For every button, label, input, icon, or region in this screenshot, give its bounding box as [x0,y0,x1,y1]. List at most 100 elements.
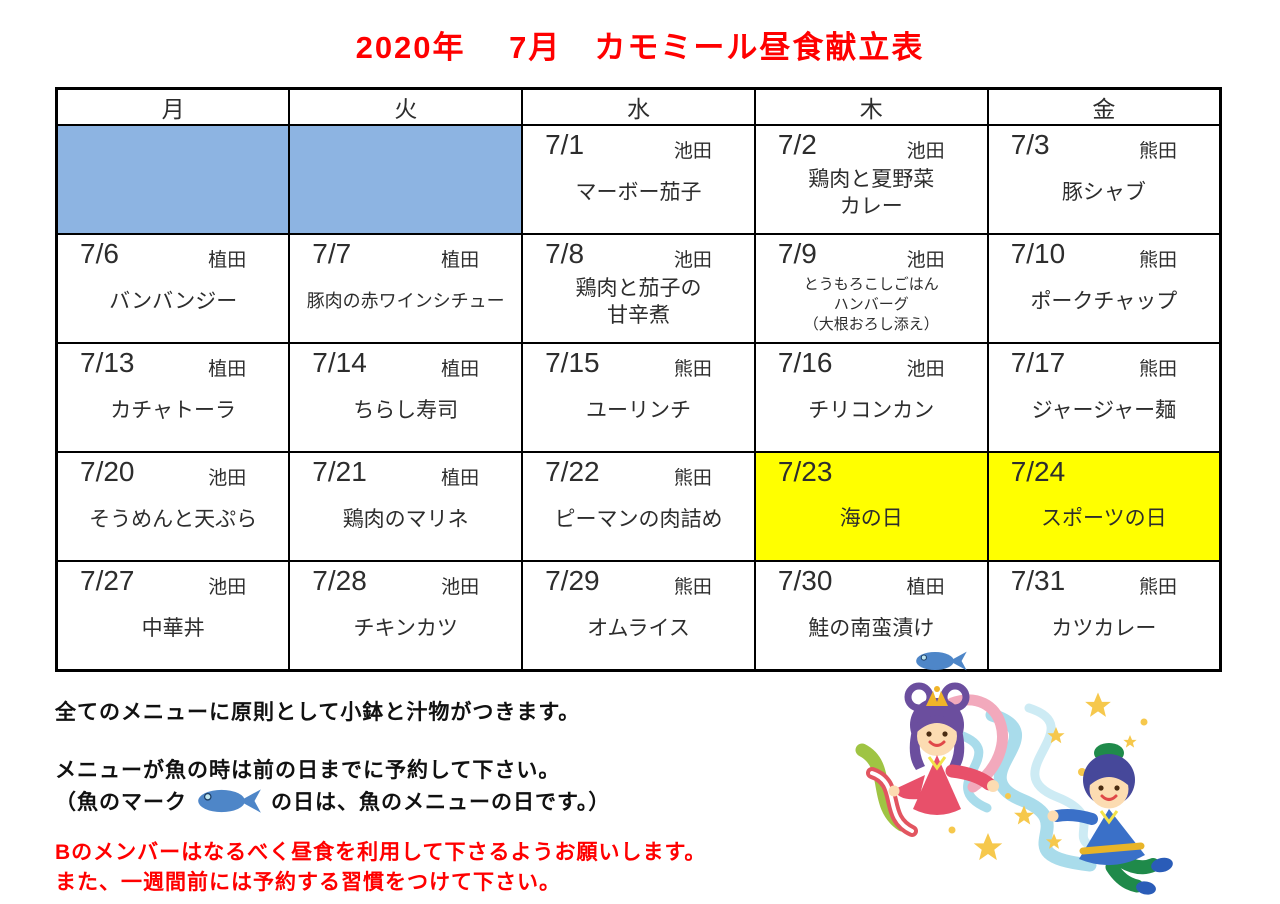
day-cell-7-3: 7/3 熊田 豚シャブ [986,124,1222,235]
staff-label: 池田 [208,468,247,489]
menu-label: 豚シャブ [1061,181,1146,205]
calendar-week-row: 7/27 池田 中華丼 7/28 池田 チキンカツ 7/29 熊田 オムライス 7/3… [55,560,1222,672]
staff-label: 池田 [906,141,945,162]
day-cell-7-28: 7/28 池田 チキンカツ [288,560,524,672]
menu-label: 豚肉の赤ワインシチュー [306,291,505,312]
date-label: 7/2 [777,129,817,160]
calendar-week-row: 7/13 植田 カチャトーラ 7/14 植田 ちらし寿司 7/15 熊田 ユーリンチ … [55,342,1222,453]
day-cell-7-14: 7/14 植田 ちらし寿司 [288,342,524,453]
page-title: 2020年 7月 カモミール昼食献立表 [355,30,925,65]
staff-label: 熊田 [673,577,712,598]
tanabata-illustration [855,682,1173,895]
staff-label: 池田 [441,577,480,598]
date-label: 7/15 [545,347,600,378]
holiday-cell-7-24: 7/24 スポーツの日 [986,451,1222,562]
menu-label: バンバンジー [109,290,238,314]
day-cell-7-27: 7/27 池田 中華丼 [55,560,291,672]
hikoboshi-character [1047,743,1173,895]
menu-label: ポークチャップ [1030,290,1178,314]
calendar-week-row: 7/6 植田 バンバンジー 7/7 植田 豚肉の赤ワインシチュー 7/8 池田 鶏肉と… [55,233,1222,344]
fish-icon [198,789,261,813]
staff-label: 植田 [441,468,480,489]
note-fish-mark: （魚のマーク の日は、魚のメニューの日です。） [55,786,1280,816]
day-cell-7-21: 7/21 植田 鶏肉のマリネ [288,451,524,562]
staff-label: 熊田 [1138,577,1177,598]
orihime-character [855,682,1008,837]
weekday-header-row: 月 火 水 木 金 [55,87,1222,126]
day-cell-7-10: 7/10 熊田 ポークチャップ [986,233,1222,344]
staff-label: 植田 [208,359,247,380]
closed-day-cell [55,124,291,235]
day-cell-7-1: 7/1 池田 マーボー茄子 [521,124,756,235]
menu-label: チリコンカン [808,399,935,423]
menu-label: オムライス [587,617,690,641]
staff-label: 池田 [906,250,945,271]
date-label: 7/28 [312,565,367,596]
weekday-header-wed: 水 [521,87,756,126]
holiday-label: スポーツの日 [1041,507,1167,531]
calendar-week-row: 7/20 池田 そうめんと天ぷら 7/21 植田 鶏肉のマリネ 7/22 熊田 ピーマ… [55,451,1222,562]
menu-label: ピーマンの肉詰め [554,508,723,532]
closed-day-cell [288,124,524,235]
staff-label: 熊田 [1138,250,1177,271]
date-label: 7/3 [1010,129,1050,160]
date-label: 7/30 [777,565,833,596]
holiday-label: 海の日 [839,507,903,531]
note-fish-reservation: メニューが魚の時は前の日までに予約して下さい。 [55,759,561,782]
weekday-header-mon: 月 [55,87,291,126]
day-cell-7-2: 7/2 池田 鶏肉と夏野菜 カレー [753,124,989,235]
staff-label: 池田 [208,577,247,598]
note-b-members: Bのメンバーはなるべく昼食を利用して下さるようお願いします。 [55,841,707,864]
date-label: 7/31 [1010,565,1066,596]
staff-label: 植田 [906,577,945,598]
date-label: 7/10 [1010,238,1066,269]
date-label: 7/24 [1010,456,1066,487]
menu-label: カツカレー [1051,617,1157,641]
date-label: 7/6 [80,238,119,269]
note-side-dishes: 全てのメニューに原則として小鉢と汁物がつきます。 [55,701,581,724]
menu-label: マーボー茄子 [575,181,702,205]
weekday-header-thu: 木 [753,87,989,126]
staff-label: 池田 [906,359,945,380]
date-label: 7/23 [777,456,833,487]
menu-label: 鮭の南蛮漬け [808,617,935,641]
footer-notes: 全てのメニューに原則として小鉢と汁物がつきます。 メニューが魚の時は前の日までに… [55,696,1280,896]
menu-label: ユーリンチ [585,399,691,423]
menu-label: チキンカツ [353,617,458,641]
date-label: 7/7 [312,238,352,269]
date-label: 7/9 [777,238,817,269]
day-cell-7-6: 7/6 植田 バンバンジー [55,233,291,344]
date-label: 7/17 [1010,347,1066,378]
day-cell-7-22: 7/22 熊田 ピーマンの肉詰め [521,451,756,562]
date-label: 7/14 [312,347,367,378]
day-cell-7-15: 7/15 熊田 ユーリンチ [521,342,756,453]
day-cell-7-16: 7/16 池田 チリコンカン [753,342,989,453]
menu-label: 鶏肉と夏野菜 カレー [808,167,935,218]
menu-label: ちらし寿司 [353,399,459,423]
day-cell-7-13: 7/13 植田 カチャトーラ [55,342,291,453]
date-label: 7/21 [312,456,367,487]
menu-label: カチャトーラ [110,399,237,423]
day-cell-7-9: 7/9 池田 とうもろこしごはん ハンバーグ （大根おろし添え） [753,233,989,344]
date-label: 7/16 [777,347,833,378]
calendar-week-row: 7/1 池田 マーボー茄子 7/2 池田 鶏肉と夏野菜 カレー 7/3 熊田 豚シャブ [55,124,1222,235]
menu-label: 中華丼 [141,617,205,641]
day-cell-7-29: 7/29 熊田 オムライス [521,560,756,672]
fish-icon [915,651,967,671]
staff-label: 池田 [673,250,712,271]
date-label: 7/20 [80,456,135,487]
menu-label: そうめんと天ぷら [89,508,258,532]
menu-label: 鶏肉のマリネ [342,508,469,532]
day-cell-7-7: 7/7 植田 豚肉の赤ワインシチュー [288,233,524,344]
day-cell-7-31: 7/31 熊田 カツカレー [986,560,1222,672]
staff-label: 熊田 [1138,359,1177,380]
menu-label: ジャージャー麺 [1031,399,1177,423]
staff-label: 植田 [208,250,247,271]
staff-label: 植田 [441,250,480,271]
date-label: 7/13 [80,347,135,378]
weekday-header-tue: 火 [288,87,524,126]
day-cell-7-8: 7/8 池田 鶏肉と茄子の 甘辛煮 [521,233,756,344]
holiday-cell-7-23: 7/23 海の日 [753,451,989,562]
staff-label: 熊田 [673,359,712,380]
menu-label: とうもろこしごはん ハンバーグ （大根おろし添え） [803,275,939,334]
